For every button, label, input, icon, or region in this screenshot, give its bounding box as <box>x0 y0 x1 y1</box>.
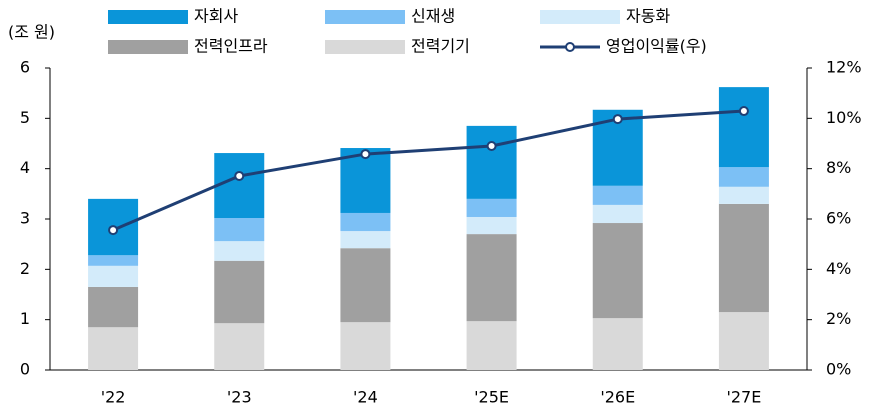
bar-segment <box>340 231 391 249</box>
y-tick-label: 0 <box>20 360 30 379</box>
x-tick-label: '22 <box>101 388 126 407</box>
line-marker <box>108 225 119 236</box>
bar-segment <box>340 248 391 323</box>
y2-tick-label: 12% <box>826 58 862 77</box>
y-tick-label: 1 <box>20 309 30 328</box>
x-tick-label: '27E <box>726 388 761 407</box>
y2-tick-label: 8% <box>826 158 851 177</box>
bar-segment <box>718 186 769 204</box>
legend-label: 자동화 <box>626 7 670 26</box>
y-tick-label: 2 <box>20 259 30 278</box>
y-axis-label: (조 원) <box>8 23 55 42</box>
bar-segment <box>592 223 643 319</box>
y-tick-label: 5 <box>20 108 30 127</box>
x-tick-label: '23 <box>227 388 252 407</box>
legend-label: 전력기기 <box>411 37 470 56</box>
x-tick-label: '25E <box>474 388 509 407</box>
bar-segment <box>214 241 265 261</box>
bar-segment <box>592 318 643 370</box>
bar-segment <box>214 260 265 324</box>
bar-segment <box>592 204 643 224</box>
y2-tick-label: 0% <box>826 360 851 379</box>
bar-segment <box>88 265 139 287</box>
legend-label: 신재생 <box>411 7 455 26</box>
bar-segment <box>466 216 517 235</box>
bar-segment <box>592 185 643 205</box>
y2-tick-label: 10% <box>826 108 862 127</box>
line-marker <box>738 106 749 117</box>
bar-segment <box>718 203 769 313</box>
x-tick-label: '26E <box>600 388 635 407</box>
bar-segment <box>88 286 139 328</box>
bar-segment <box>466 198 517 217</box>
bar-segment <box>214 323 265 370</box>
legend-swatch <box>325 10 405 24</box>
line-marker <box>234 170 245 181</box>
bar-segment <box>88 327 139 370</box>
y2-tick-label: 2% <box>826 309 851 328</box>
bar-segment <box>214 153 265 218</box>
bar-segment <box>214 217 265 242</box>
line-marker <box>360 149 371 160</box>
y2-tick-label: 6% <box>826 209 851 228</box>
bar-segment <box>340 322 391 370</box>
legend-marker <box>565 42 575 52</box>
legend-swatch <box>108 10 188 24</box>
bar-segment <box>340 212 391 232</box>
y-tick-label: 4 <box>20 158 30 177</box>
legend-label: 전력인프라 <box>194 37 268 56</box>
y2-tick-label: 4% <box>826 259 851 278</box>
line-marker <box>612 114 623 125</box>
y-tick-label: 3 <box>20 209 30 228</box>
bar-segment <box>718 87 769 168</box>
line-marker <box>486 141 497 152</box>
bar-segment <box>718 167 769 187</box>
line <box>112 109 745 232</box>
legend-label: 영업이익률(우) <box>606 37 707 56</box>
legend-label: 자회사 <box>194 7 238 26</box>
y-tick-label: 6 <box>20 58 30 77</box>
x-tick-label: '24 <box>353 388 378 407</box>
bar-segment <box>88 255 139 266</box>
legend-swatch <box>108 40 188 54</box>
bar-segment <box>466 321 517 370</box>
bar-segment <box>466 234 517 322</box>
legend-swatch <box>540 10 620 24</box>
bar-segment <box>466 125 517 199</box>
legend-swatch <box>325 40 405 54</box>
bar-segment <box>718 312 769 370</box>
